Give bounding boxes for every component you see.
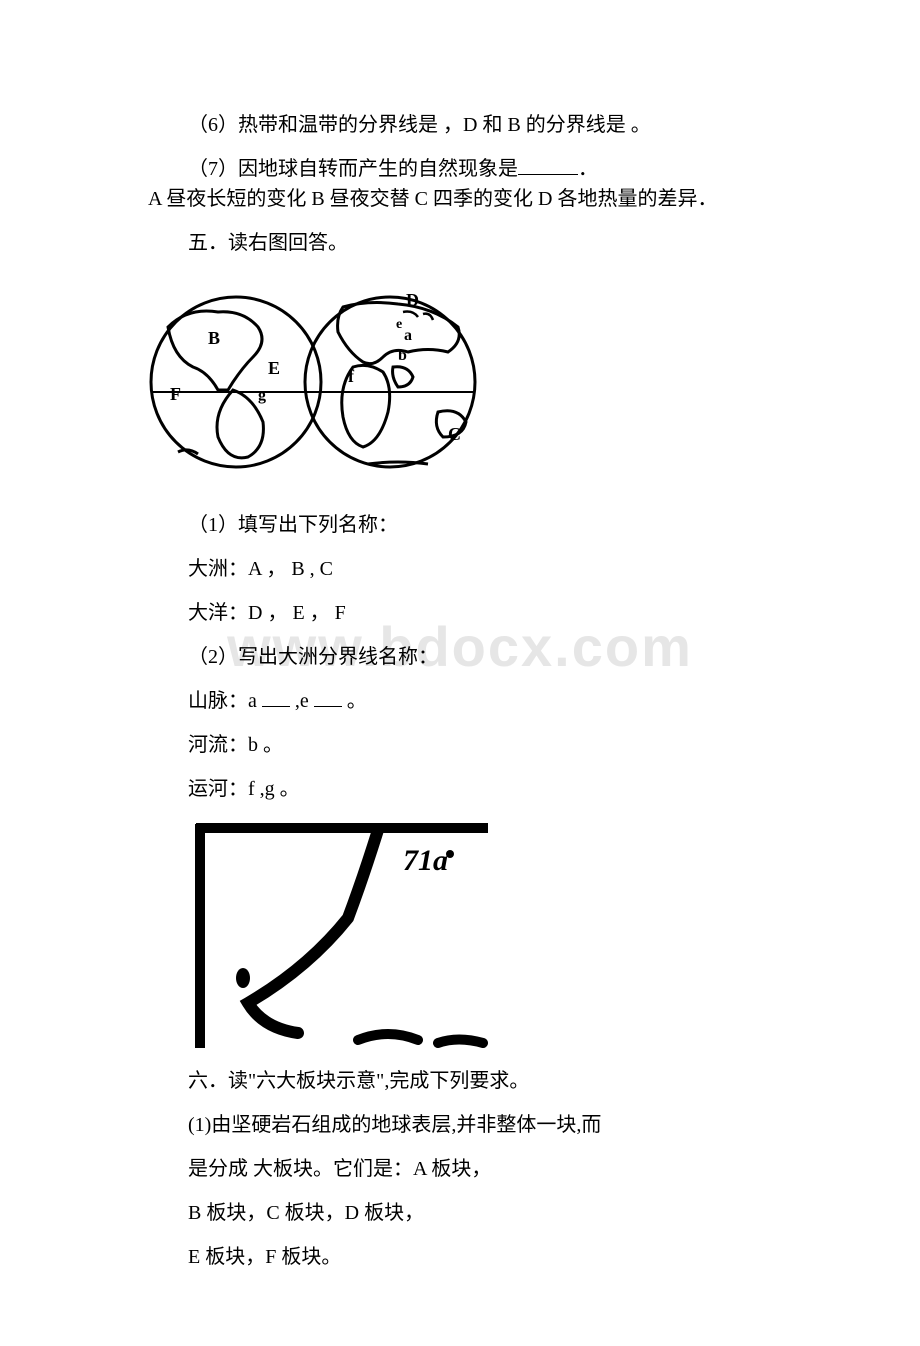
map-label-a: a xyxy=(404,327,412,344)
map-label-C: C xyxy=(448,424,461,444)
q5-oceans: 大洋：D ， E ， F xyxy=(148,598,800,628)
plates-svg: 71a xyxy=(188,818,488,1048)
question-6: （6）热带和温带的分界线是 ，D 和 B 的分界线是 。 xyxy=(148,110,800,140)
map-label-b: b xyxy=(398,347,407,364)
q5-rivers: 河流：b 。 xyxy=(148,730,800,760)
q6-line4: E 板块，F 板块。 xyxy=(148,1242,800,1272)
map-label-e: e xyxy=(396,317,402,332)
q5-mtn-mid: ,e xyxy=(290,690,314,712)
q6-line1: (1)由坚硬岩石组成的地球表层,并非整体一块,而 xyxy=(148,1110,800,1140)
map-label-g: g xyxy=(258,387,266,404)
q7-options: A 昼夜长短的变化 B 昼夜交替 C 四季的变化 D 各地热量的差异． xyxy=(148,188,717,210)
map-label-B: B xyxy=(208,328,220,348)
q5-sub1: （1）填写出下列名称： xyxy=(148,510,800,540)
q5-sub2: （2）写出大洲分界线名称： xyxy=(148,642,800,672)
q7-text-b: ． xyxy=(578,158,598,180)
plates-map-figure: 71a xyxy=(188,818,800,1048)
plates-scribble: 71a xyxy=(403,844,448,877)
blank-e xyxy=(314,706,342,707)
q7-text-a: （7）因地球自转而产生的自然现象是 xyxy=(188,158,518,180)
map-label-E: E xyxy=(268,358,280,378)
world-map-figure: B E F g D e a b f C xyxy=(148,272,800,492)
map-label-F: F xyxy=(170,384,181,404)
question-7: （7）因地球自转而产生的自然现象是 ． A 昼夜长短的变化 B 昼夜交替 C 四季… xyxy=(148,154,800,214)
blank-a xyxy=(262,706,290,707)
q5-mtn-pre: 山脉：a xyxy=(188,690,262,712)
q5-mtn-post: 。 xyxy=(342,690,367,712)
map-label-D: D xyxy=(406,290,419,310)
question-5-title: 五．读右图回答。 xyxy=(148,228,800,258)
map-label-f: f xyxy=(348,366,355,386)
question-6-title: 六．读"六大板块示意",完成下列要求。 xyxy=(148,1066,800,1096)
q6-line3: B 板块，C 板块，D 板块， xyxy=(148,1198,800,1228)
q6-line2: 是分成 大板块。它们是：A 板块， xyxy=(148,1154,800,1184)
blank-q7 xyxy=(518,174,578,175)
q5-mountains: 山脉：a ,e 。 xyxy=(148,686,800,716)
q5-continents: 大洲：A ， B , C xyxy=(148,554,800,584)
q5-canals: 运河：f ,g 。 xyxy=(148,774,800,804)
world-hemispheres-svg: B E F g D e a b f C xyxy=(148,272,478,492)
